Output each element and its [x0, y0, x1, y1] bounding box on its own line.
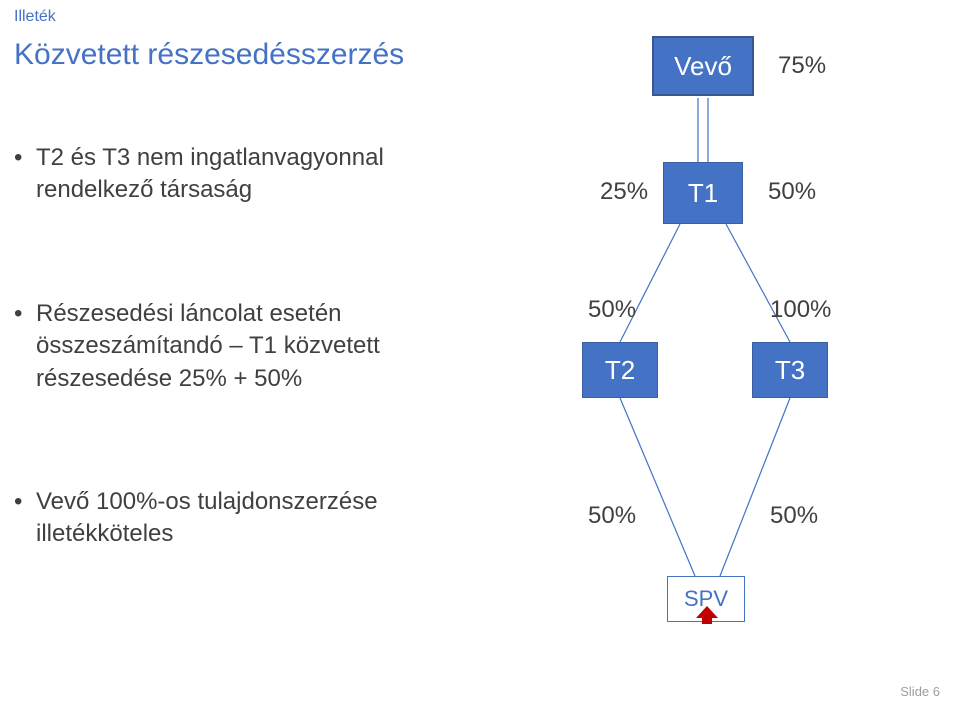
- bullet-3: • Vevő 100%-os tulajdonszerzése illetékk…: [14, 486, 434, 551]
- arrow-up-icon: [696, 606, 718, 624]
- node-t2: T2: [582, 342, 658, 398]
- pct-50-spv-right: 50%: [770, 502, 818, 530]
- pct-50-right: 50%: [768, 178, 816, 206]
- node-vevo: Vevő: [652, 36, 754, 96]
- bullet-2: • Részesedési láncolat esetén összeszámí…: [14, 298, 434, 395]
- node-t1: T1: [663, 162, 743, 224]
- bullet-2-text: Részesedési láncolat esetén összeszámíta…: [14, 298, 434, 395]
- bullet-dot-icon: •: [14, 486, 22, 518]
- pct-25: 25%: [600, 178, 648, 206]
- section-label: Illeték: [14, 8, 56, 26]
- pct-75: 75%: [778, 52, 826, 80]
- pct-50-t2: 50%: [588, 296, 636, 324]
- bullet-dot-icon: •: [14, 298, 22, 330]
- bullet-1: • T2 és T3 nem ingatlanvagyonnal rendelk…: [14, 142, 434, 207]
- bullet-3-text: Vevő 100%-os tulajdonszerzése illetékköt…: [14, 486, 434, 551]
- pct-50-spv-left: 50%: [588, 502, 636, 530]
- page-title: Közvetett részesedésszerzés: [14, 38, 404, 72]
- bullet-1-text: T2 és T3 nem ingatlanvagyonnal rendelkez…: [14, 142, 434, 207]
- pct-100-t3: 100%: [770, 296, 831, 324]
- slide-number: Slide 6: [900, 684, 940, 699]
- ownership-diagram: Vevő T1 T2 T3 SPV 75% 25% 50% 50% 100% 5…: [520, 30, 940, 670]
- bullet-dot-icon: •: [14, 142, 22, 174]
- node-t3: T3: [752, 342, 828, 398]
